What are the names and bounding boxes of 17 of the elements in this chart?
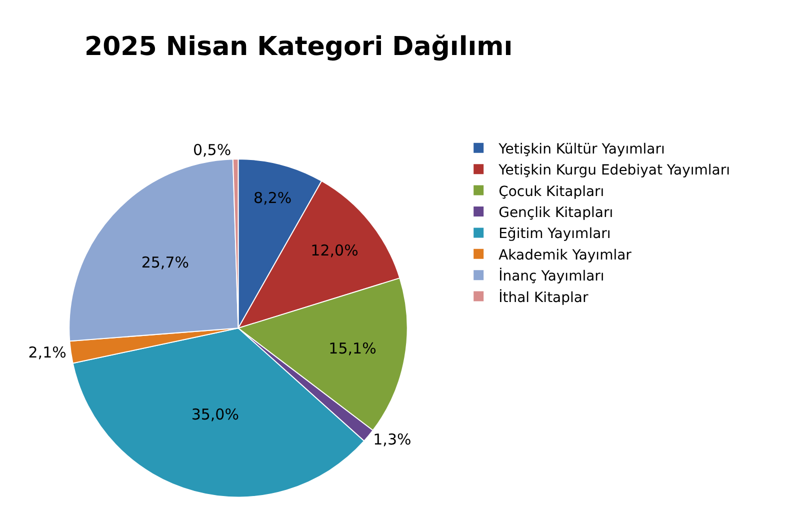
data-label: 12,0% — [310, 242, 358, 260]
legend-label: Çocuk Kitapları — [498, 184, 604, 200]
data-label: 25,7% — [141, 254, 189, 272]
legend-label: İthal Kitaplar — [498, 288, 588, 306]
legend-label: Gençlik Kitapları — [498, 204, 614, 221]
data-label: 0,5% — [192, 141, 232, 160]
data-label: 2,1% — [28, 343, 66, 362]
legend-label: Eğitim Yayımları — [498, 226, 611, 242]
data-label: 1,3% — [373, 430, 412, 448]
data-label: 15,1% — [328, 339, 376, 358]
data-label: 35,0% — [191, 405, 239, 424]
legend-label: Akademik Yayımlar — [498, 247, 632, 264]
legend-label: Yetişkin Kültür Yayımları — [498, 141, 665, 158]
data-label: 8,2% — [254, 188, 292, 207]
chart-title: 2025 Nisan Kategori Dağılımı — [84, 32, 513, 62]
legend-label: Yetişkin Kurgu Edebiyat Yayımları — [498, 162, 730, 179]
legend-label: İnanç Yayımları — [498, 268, 604, 285]
